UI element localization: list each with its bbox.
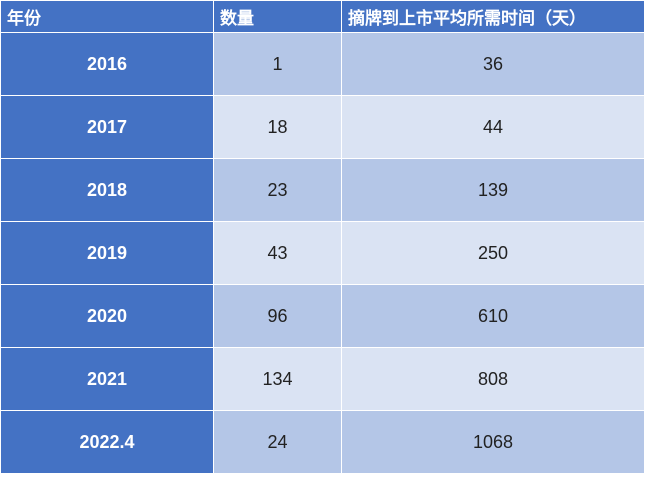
header-cell: 摘牌到上市平均所需时间（天） [342, 1, 644, 32]
year-cell: 2021 [1, 348, 213, 410]
table-row: 2022.4 24 1068 [1, 411, 644, 473]
value-cell: 96 [214, 285, 341, 347]
value-cell: 1068 [342, 411, 644, 473]
value-cell: 1 [214, 33, 341, 95]
value-cell: 24 [214, 411, 341, 473]
year-cell: 2016 [1, 33, 213, 95]
table-row: 2021 134 808 [1, 348, 644, 410]
year-cell: 2022.4 [1, 411, 213, 473]
table-row: 2019 43 250 [1, 222, 644, 284]
value-cell: 808 [342, 348, 644, 410]
year-cell: 2020 [1, 285, 213, 347]
header-cell: 数量 [214, 1, 341, 32]
value-cell: 23 [214, 159, 341, 221]
table-body: 2016 1 36 2017 18 44 2018 23 139 2019 43 250 2020 96 6… [1, 33, 644, 473]
table-row: 2016 1 36 [1, 33, 644, 95]
value-cell: 44 [342, 96, 644, 158]
value-cell: 250 [342, 222, 644, 284]
value-cell: 43 [214, 222, 341, 284]
value-cell: 18 [214, 96, 341, 158]
header-row: 年份 数量 摘牌到上市平均所需时间（天） [1, 1, 644, 32]
value-cell: 139 [342, 159, 644, 221]
value-cell: 610 [342, 285, 644, 347]
value-cell: 36 [342, 33, 644, 95]
table-header: 年份 数量 摘牌到上市平均所需时间（天） [1, 1, 644, 32]
year-cell: 2018 [1, 159, 213, 221]
year-cell: 2019 [1, 222, 213, 284]
table-row: 2018 23 139 [1, 159, 644, 221]
value-cell: 134 [214, 348, 341, 410]
year-cell: 2017 [1, 96, 213, 158]
header-cell: 年份 [1, 1, 213, 32]
table-row: 2020 96 610 [1, 285, 644, 347]
table-row: 2017 18 44 [1, 96, 644, 158]
